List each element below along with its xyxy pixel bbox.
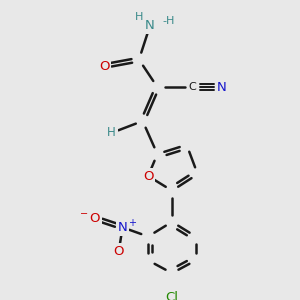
Text: O: O	[143, 169, 153, 182]
Text: O: O	[90, 212, 100, 225]
Text: N: N	[118, 221, 128, 234]
Text: C: C	[188, 82, 196, 92]
Text: N: N	[145, 19, 155, 32]
Text: N: N	[217, 81, 226, 94]
Text: -H: -H	[163, 16, 175, 26]
Text: H: H	[107, 126, 116, 140]
Text: +: +	[128, 218, 136, 228]
Text: O: O	[99, 59, 110, 73]
Text: O: O	[114, 245, 124, 258]
Text: Cl: Cl	[166, 290, 178, 300]
Text: H: H	[135, 11, 143, 22]
Text: −: −	[80, 208, 88, 219]
